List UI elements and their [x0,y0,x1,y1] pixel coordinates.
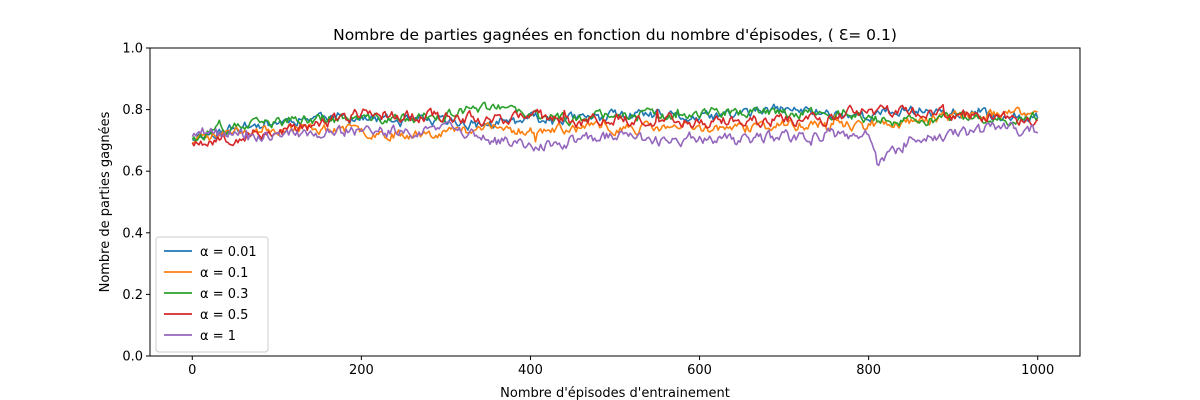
plot-lines [191,101,1039,167]
y-tick-label: 0.0 [122,350,143,365]
legend: α = 0.01 α = 0.1 α = 0.3 α = 0.5 α = 1 [155,236,269,353]
x-tick-label: 400 [518,363,543,378]
legend-label: α = 0.1 [200,266,248,281]
x-tick-label: 800 [856,363,881,378]
series-line-1 [192,106,1038,144]
series-line-3 [191,103,1039,147]
x-axis-ticks: 0 200 400 600 800 1000 [188,356,1054,378]
x-tick-label: 0 [188,363,196,378]
series-line-4 [191,121,1039,167]
x-tick-label: 200 [349,363,374,378]
x-axis-label: Nombre d'épisodes d'entrainement [500,386,730,400]
legend-label: α = 1 [200,329,236,344]
plot-area-frame [149,47,1081,357]
y-tick-label: 0.4 [122,226,143,241]
x-tick-label: 600 [687,363,712,378]
chart-title: Nombre de parties gagnées en fonction du… [333,26,897,44]
y-tick-label: 1.0 [122,42,143,57]
legend-label: α = 0.3 [200,287,248,302]
y-tick-label: 0.6 [122,165,143,180]
series-line-2 [191,101,1039,142]
x-tick-label: 1000 [1021,363,1054,378]
y-axis-ticks: 0.0 0.2 0.4 0.6 0.8 1.0 [122,42,150,365]
y-tick-label: 0.8 [122,103,143,118]
legend-label: α = 0.01 [200,245,257,260]
legend-label: α = 0.5 [200,308,248,323]
y-axis-label: Nombre de parties gagnées [98,111,113,292]
y-tick-label: 0.2 [122,288,143,303]
legend-box [155,236,269,353]
